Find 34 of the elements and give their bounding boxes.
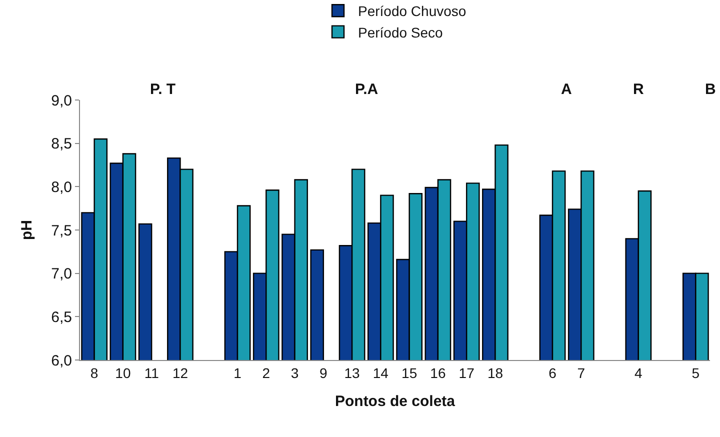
x-tick-label: 12	[172, 364, 188, 381]
x-tick-label: 13	[344, 364, 360, 381]
y-tick-label: 7,0	[51, 266, 72, 283]
y-tick-label: 8,5	[51, 136, 72, 153]
x-tick-label: 5	[692, 364, 700, 381]
y-tick-label: 9,0	[51, 92, 72, 110]
x-axis-title: Pontos de coleta	[334, 392, 456, 410]
y-tick-label: 7,5	[51, 222, 72, 240]
text: B	[705, 81, 716, 98]
x-tick-label: 8	[90, 364, 98, 381]
text: P. T	[150, 81, 176, 98]
y-tick-label: 6,0	[51, 352, 72, 370]
text: A	[561, 81, 572, 98]
x-tick-label: 14	[372, 364, 389, 381]
x-tick-label: 15	[402, 364, 418, 381]
x-tick-label: 3	[290, 364, 299, 381]
text: R	[633, 81, 644, 98]
y-tick-label: 6,5	[51, 308, 72, 326]
y-axis-title: pH	[18, 220, 36, 240]
legend-label: Período Seco	[358, 24, 444, 40]
y-tick-label: 8,0	[51, 178, 72, 196]
x-tick-label: 9	[320, 364, 328, 381]
text: P.A	[355, 81, 378, 98]
x-tick-label: 7	[577, 364, 586, 381]
x-tick-label: 16	[430, 364, 446, 381]
legend-label: Período Chuvoso	[358, 3, 466, 20]
x-tick-label: 17	[458, 364, 475, 381]
x-tick-label: 11	[144, 364, 160, 381]
x-tick-label: 6	[548, 364, 557, 381]
x-tick-label: 18	[487, 364, 504, 381]
x-tick-label: 1	[234, 364, 242, 381]
x-tick-label: 10	[115, 364, 131, 381]
x-tick-label: 2	[262, 364, 270, 381]
x-tick-label: 4	[634, 364, 643, 381]
